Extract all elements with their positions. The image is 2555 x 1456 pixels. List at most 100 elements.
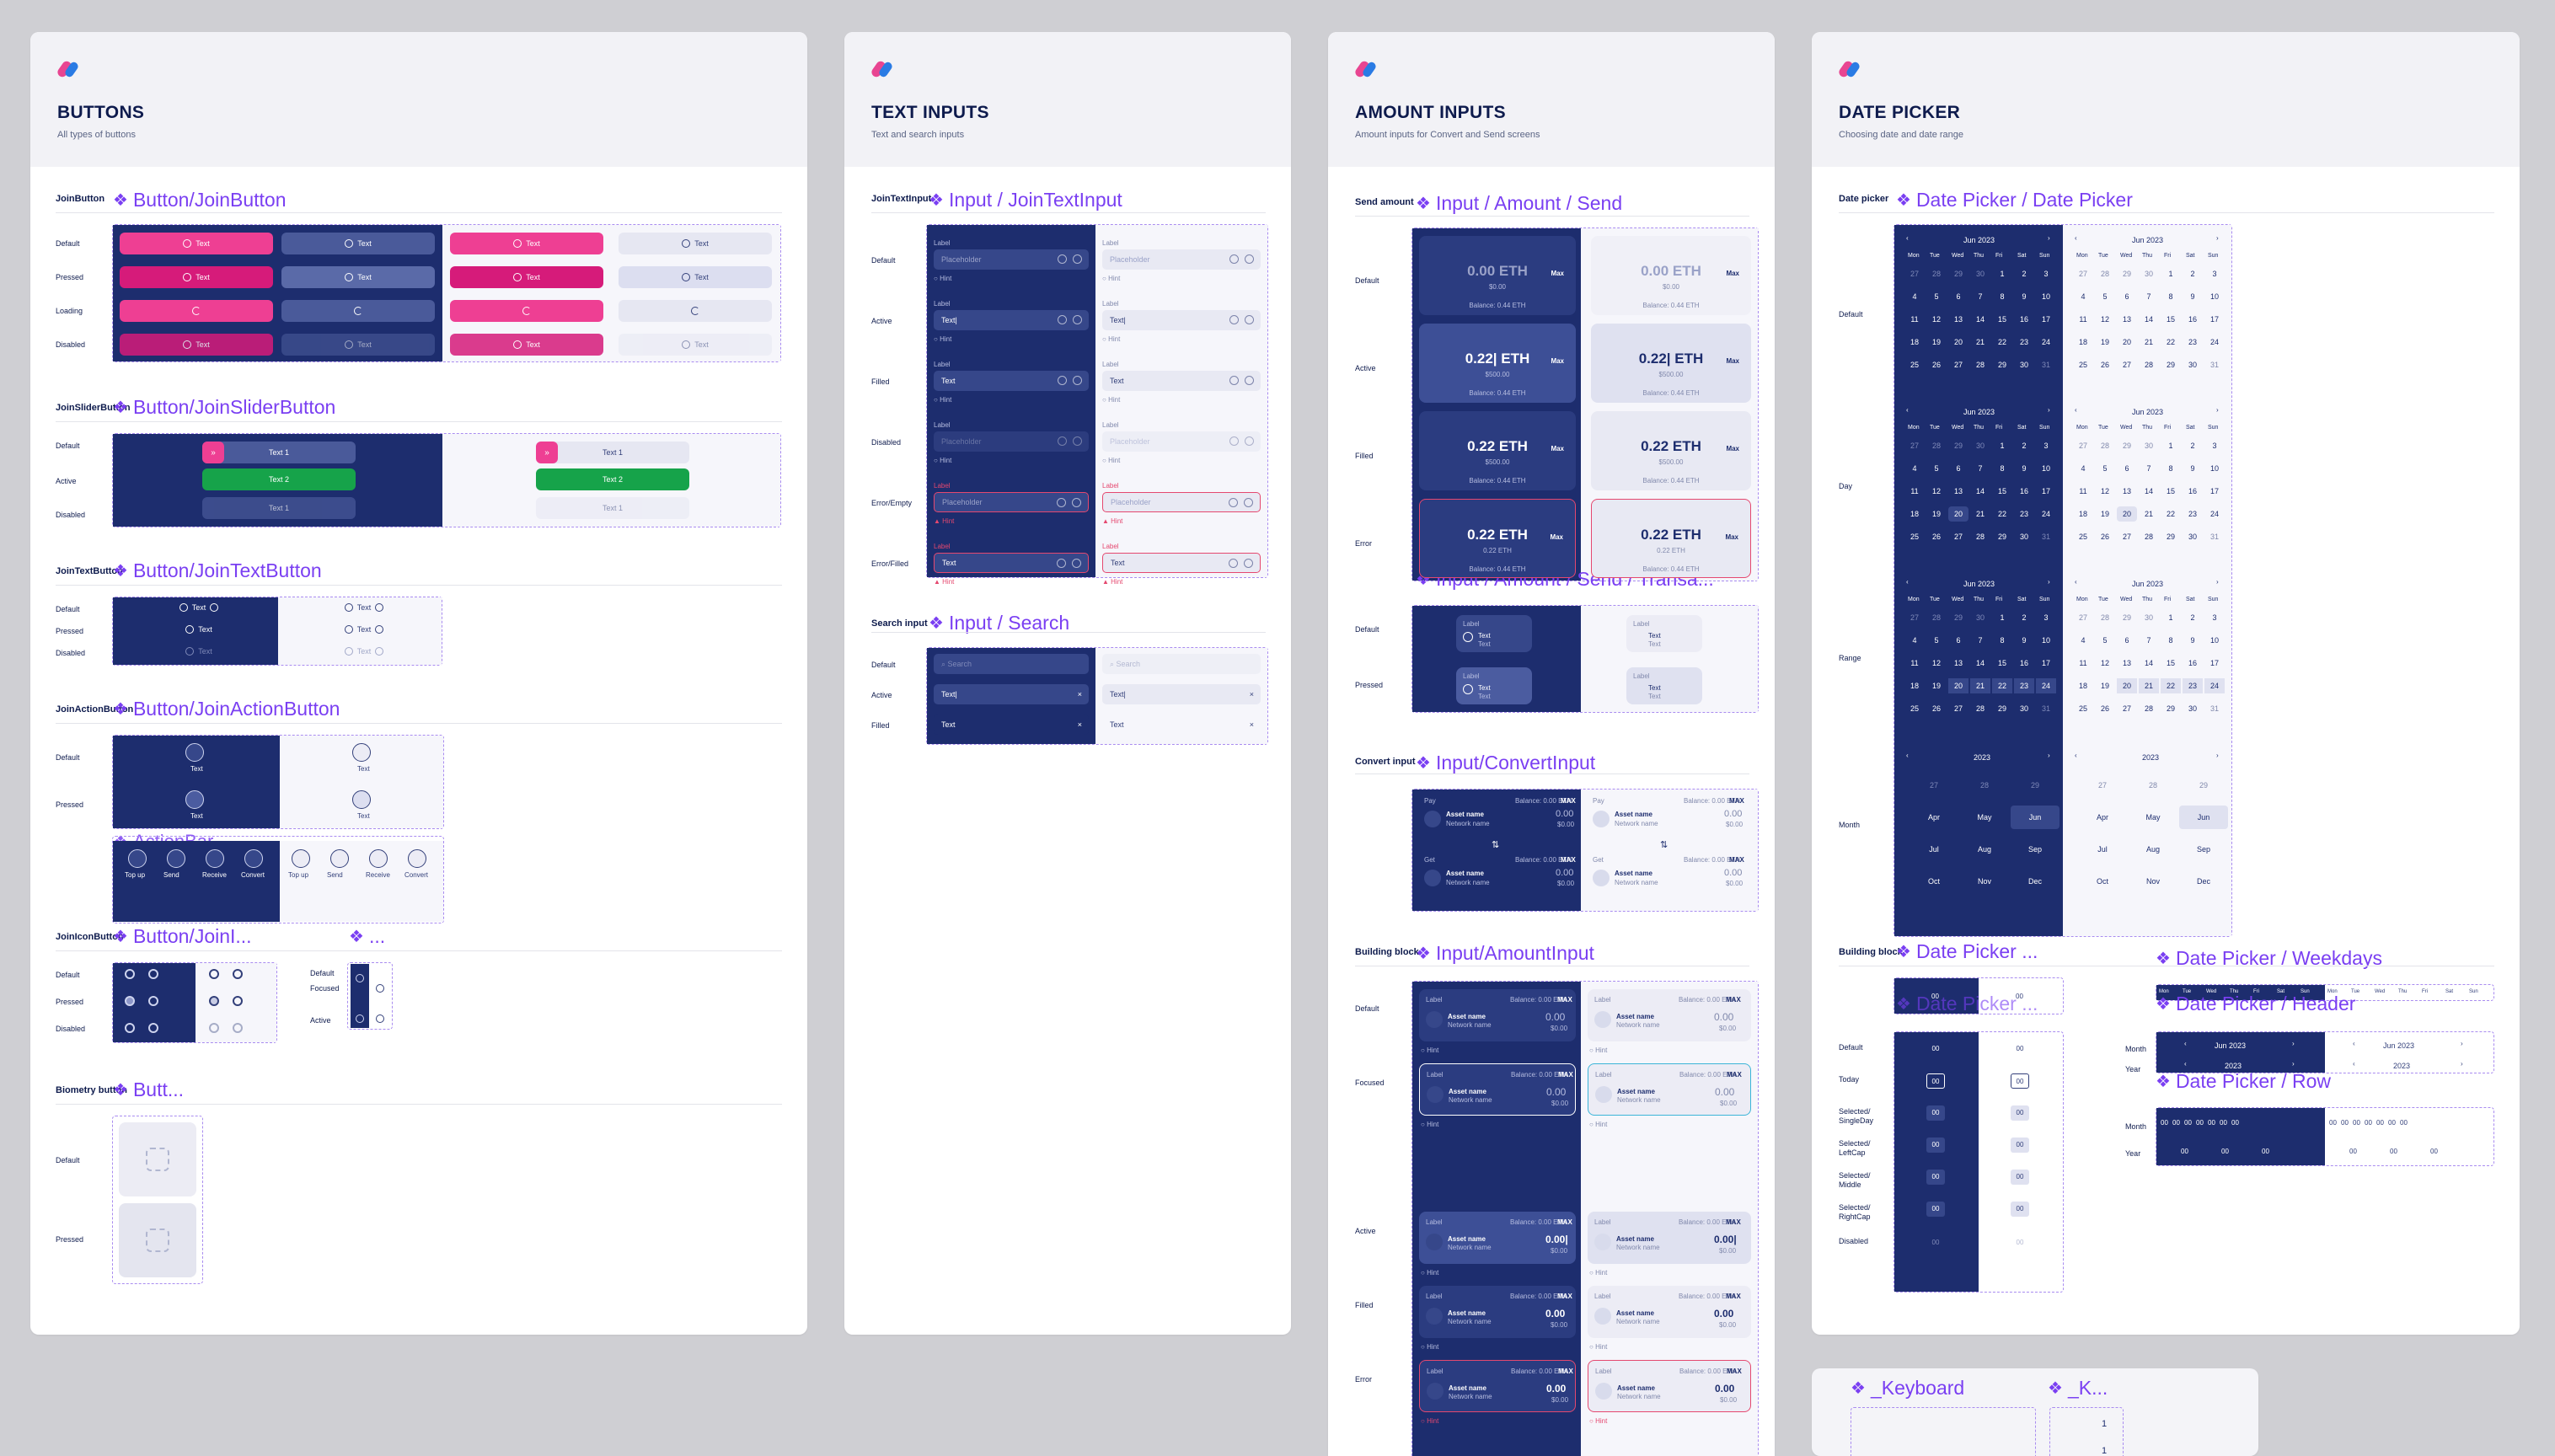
join-button[interactable]: Text [450,334,603,356]
chevron-left-icon[interactable]: ‹ [2353,1060,2355,1068]
day-cell[interactable]: 29 [2122,613,2131,622]
day-cell[interactable]: 22 [2166,510,2175,518]
day-cell[interactable]: 9 [2190,636,2195,645]
month-cell[interactable]: Jul [2097,845,2108,854]
month-cell[interactable]: Jun [2011,806,2060,829]
join-button[interactable] [450,300,603,322]
day-cell[interactable]: 17 [2210,659,2219,667]
action-0-button[interactable] [292,849,310,868]
day-cell[interactable]: 13 [2122,659,2131,667]
clear-icon[interactable]: × [1077,690,1082,699]
day-cell[interactable]: 18 [2078,510,2087,518]
day-cell[interactable]: 9 [2190,292,2195,301]
amount-input[interactable]: 0.00 ETH $0.00 Max Balance: 0.44 ETH [1591,236,1751,315]
day-cell[interactable]: 30 [2144,613,2153,622]
icon-button[interactable] [233,969,243,979]
day-cell[interactable]: 4 [1912,636,1917,645]
amount-field[interactable]: Label Balance: 0.00 ETH MAX Asset name N… [1419,1063,1576,1116]
day-cell[interactable]: 7 [1978,464,1983,473]
day-cell[interactable]: 13 [1953,487,1963,495]
day-cell[interactable]: 15 [1997,315,2006,324]
day-cell[interactable]: 10 [2041,636,2050,645]
day-cell[interactable]: 28 [1975,361,1985,369]
day-cell[interactable]: 29 [2166,361,2175,369]
join-button[interactable]: Text [619,266,772,288]
month-cell[interactable]: Jul [1929,845,1939,854]
chevron-left-icon[interactable]: ‹ [1906,234,1909,242]
day-cell[interactable]: 19 [1931,682,1941,690]
day-cell[interactable]: 6 [1956,464,1961,473]
day-cell[interactable]: 00 [2172,1119,2180,1127]
day-cell[interactable]: 1 [2168,613,2173,622]
text-input[interactable]: Placeholder [934,249,1089,270]
day-cell[interactable]: 6 [1956,292,1961,301]
day-cell[interactable]: 21 [1975,510,1985,518]
day-cell[interactable]: 00 [2161,1119,2168,1127]
day-cell[interactable]: 24 [2041,510,2050,518]
day-cell[interactable]: 3 [2043,613,2049,622]
amount-input[interactable]: 0.00 ETH $0.00 Max Balance: 0.44 ETH [1419,236,1576,315]
day-cell[interactable]: 00 [2011,1138,2029,1153]
day-cell[interactable]: 2 [2022,442,2027,450]
day-cell[interactable]: 12 [2100,487,2109,495]
day-cell[interactable]: 00 [2220,1119,2227,1127]
join-button[interactable]: Text [450,266,603,288]
max-button[interactable]: MAX [1729,856,1744,864]
day-cell[interactable]: 22 [1997,510,2006,518]
search-input[interactable]: Text| × [934,684,1089,704]
day-cell[interactable]: 26 [1931,704,1941,713]
day-cell[interactable]: 3 [2043,442,2049,450]
day-cell[interactable]: 5 [2102,292,2108,301]
day-cell[interactable]: 22 [2161,678,2181,693]
action-button[interactable] [185,790,204,809]
swap-icon[interactable]: ⇅ [1660,840,1669,850]
day-cell[interactable]: 29 [1953,613,1963,622]
transaction-item[interactable]: Label Text Text [1456,615,1532,652]
text-button[interactable]: Text [174,600,224,615]
day-cell[interactable]: 27 [1953,704,1963,713]
amount-field[interactable]: Label Balance: 0.00 ETH MAX Asset name N… [1588,1212,1751,1264]
day-cell[interactable]: 1 [2000,613,2005,622]
day-cell[interactable]: 8 [2168,292,2173,301]
clear-icon[interactable]: × [1249,720,1254,729]
amount-input[interactable]: 0.22 ETH 0.22 ETH Max Balance: 0.44 ETH [1419,499,1576,578]
day-cell[interactable]: 16 [2019,487,2028,495]
join-button[interactable] [281,300,435,322]
day-cell[interactable]: 28 [1931,442,1941,450]
amount-input[interactable]: 0.22| ETH $500.00 Max Balance: 0.44 ETH [1419,324,1576,403]
day-cell[interactable]: 00 [2011,1170,2029,1185]
day-cell[interactable]: 2 [2190,270,2195,278]
amount-field[interactable]: Label Balance: 0.00 ETH MAX Asset name N… [1419,1286,1576,1338]
day-cell[interactable]: 16 [2188,659,2197,667]
day-cell[interactable]: 14 [1975,487,1985,495]
day-cell[interactable]: 17 [2210,487,2219,495]
day-cell[interactable]: 30 [2188,704,2197,713]
day-cell[interactable]: 21 [1975,338,1985,346]
day-cell[interactable]: 9 [2022,636,2027,645]
day-cell[interactable]: 28 [1975,704,1985,713]
text-input[interactable]: Text| [1102,310,1261,330]
day-cell[interactable]: 19 [2100,510,2109,518]
month-cell[interactable]: May [1977,813,1992,822]
chevron-left-icon[interactable]: ‹ [1906,406,1909,414]
day-cell[interactable]: 28 [2144,704,2153,713]
day-cell[interactable]: 27 [2122,704,2131,713]
day-cell[interactable]: 14 [1975,315,1985,324]
day-cell[interactable]: 3 [2212,613,2217,622]
chevron-right-icon[interactable]: › [2048,578,2050,586]
day-cell[interactable]: 10 [2041,292,2050,301]
join-button[interactable]: Text [281,334,435,356]
day-cell[interactable]: 13 [2122,315,2131,324]
action-0-button[interactable] [128,849,147,868]
chevron-left-icon[interactable]: ‹ [2075,752,2077,759]
day-cell[interactable]: 31 [2041,533,2050,541]
day-cell[interactable]: 24 [2036,678,2056,693]
transaction-item[interactable]: Label Text Text [1456,667,1532,704]
action-button[interactable] [352,790,371,809]
join-button[interactable]: Text [120,266,273,288]
day-cell[interactable]: 5 [1934,636,1939,645]
day-cell[interactable]: 8 [2168,636,2173,645]
day-cell[interactable]: 6 [2124,636,2129,645]
chevron-right-icon[interactable]: › [2216,578,2219,586]
day-cell[interactable]: 00 [2353,1119,2360,1127]
